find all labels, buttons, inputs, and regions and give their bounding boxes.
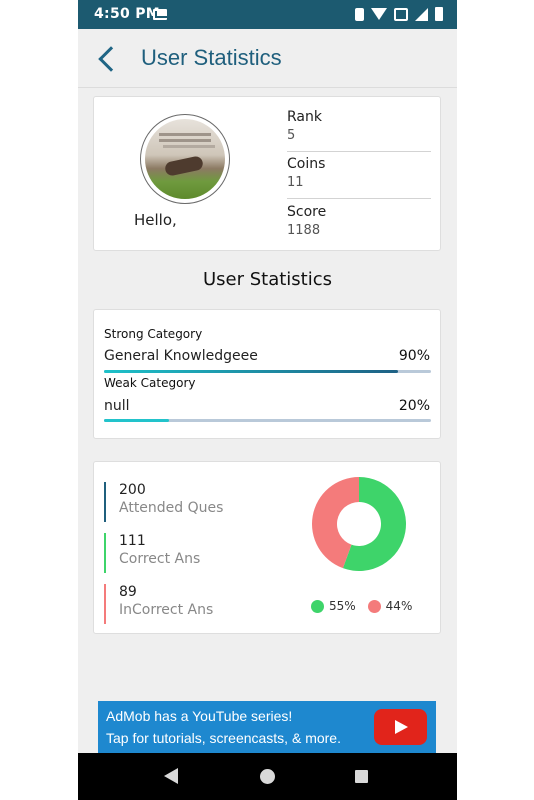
weak-category-heading: Weak Category bbox=[104, 376, 196, 390]
strong-category-progress-fill bbox=[104, 370, 399, 373]
avatar[interactable] bbox=[140, 114, 230, 204]
status-icons bbox=[355, 5, 443, 23]
score-value: 1188 bbox=[287, 223, 321, 238]
incorrect-indicator bbox=[104, 584, 106, 624]
mail-icon bbox=[153, 9, 167, 20]
attended-row: 200 Attended Ques bbox=[104, 482, 223, 522]
attended-label: Attended Ques bbox=[119, 500, 224, 516]
coins-value: 11 bbox=[287, 175, 304, 190]
nav-back-icon[interactable] bbox=[164, 768, 178, 784]
nav-home-icon[interactable] bbox=[260, 769, 275, 784]
ad-line-2: Tap for tutorials, screencasts, & more. bbox=[106, 730, 341, 746]
rank-label: Rank bbox=[287, 109, 322, 125]
youtube-play-icon[interactable] bbox=[374, 709, 427, 745]
incorrect-label: InCorrect Ans bbox=[119, 602, 214, 618]
battery-icon bbox=[435, 7, 443, 21]
legend-label-correct: 55% bbox=[329, 599, 356, 613]
weak-category-name: null bbox=[104, 398, 130, 414]
profile-card: Hello, Rank 5 Coins 11 Score 1188 bbox=[93, 96, 441, 251]
legend-dot-incorrect bbox=[367, 599, 381, 613]
status-bar: 4:50 PM bbox=[78, 0, 457, 29]
wifi-calling-icon bbox=[394, 7, 408, 21]
category-card: Strong Category General Knowledgeee 90% … bbox=[93, 309, 441, 439]
weak-category-percent: 20% bbox=[398, 398, 430, 414]
navigation-bar bbox=[78, 753, 457, 800]
donut-svg bbox=[312, 477, 407, 571]
donut-legend: 55% 44% bbox=[311, 599, 412, 613]
avatar-image bbox=[145, 119, 225, 199]
vibrate-icon bbox=[355, 7, 364, 21]
weak-category-progress-fill bbox=[104, 419, 170, 422]
strong-category-heading: Strong Category bbox=[104, 327, 203, 341]
rank-value: 5 bbox=[287, 128, 296, 143]
legend-label-incorrect: 44% bbox=[385, 599, 413, 613]
page-title: User Statistics bbox=[141, 45, 282, 70]
donut-slice-0 bbox=[342, 477, 407, 571]
strong-category-progress bbox=[104, 370, 431, 373]
donut-slice-1 bbox=[312, 477, 359, 569]
greeting: Hello, bbox=[134, 211, 177, 229]
strong-category-name: General Knowledgeee bbox=[104, 348, 258, 364]
signal-icon bbox=[415, 7, 428, 21]
correct-indicator bbox=[104, 533, 106, 573]
attended-indicator bbox=[104, 482, 106, 522]
phone-screen: 4:50 PM User Statistics Hello, Rank 5 Co… bbox=[78, 0, 457, 800]
score-label: Score bbox=[287, 204, 327, 220]
question-stats-card: 200 Attended Ques 111 Correct Ans 89 InC… bbox=[93, 461, 441, 634]
wifi-icon bbox=[371, 8, 387, 20]
rank-stat: Rank 5 bbox=[287, 109, 431, 152]
legend-dot-correct bbox=[311, 599, 324, 613]
attended-count: 200 bbox=[119, 482, 146, 498]
correct-row: 111 Correct Ans bbox=[104, 533, 200, 573]
coins-stat: Coins 11 bbox=[287, 156, 431, 199]
correct-label: Correct Ans bbox=[119, 551, 201, 567]
app-bar: User Statistics bbox=[78, 29, 457, 88]
ad-banner[interactable]: AdMob has a YouTube series! Tap for tuto… bbox=[98, 701, 436, 753]
correct-count: 111 bbox=[119, 533, 146, 549]
answer-donut-chart bbox=[311, 476, 407, 572]
incorrect-row: 89 InCorrect Ans bbox=[104, 584, 213, 624]
strong-category-percent: 90% bbox=[398, 348, 430, 364]
incorrect-count: 89 bbox=[119, 584, 137, 600]
legend-item-correct: 55% bbox=[311, 599, 356, 613]
nav-recents-icon[interactable] bbox=[355, 770, 368, 783]
legend-item-incorrect: 44% bbox=[367, 599, 413, 613]
coins-label: Coins bbox=[287, 156, 326, 172]
weak-category-progress bbox=[104, 419, 431, 422]
score-stat: Score 1188 bbox=[287, 204, 431, 247]
status-time: 4:50 PM bbox=[94, 6, 160, 22]
arrow-back-icon[interactable] bbox=[96, 45, 118, 73]
section-title: User Statistics bbox=[202, 269, 333, 290]
ad-line-1: AdMob has a YouTube series! bbox=[106, 708, 293, 724]
